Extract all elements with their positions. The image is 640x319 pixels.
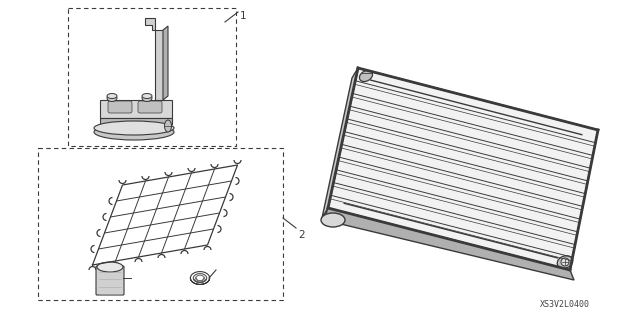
Polygon shape	[324, 208, 574, 280]
FancyBboxPatch shape	[138, 101, 162, 113]
Polygon shape	[100, 100, 172, 118]
FancyBboxPatch shape	[96, 266, 124, 295]
Polygon shape	[155, 30, 163, 100]
Bar	[38, 148, 283, 300]
Polygon shape	[145, 18, 155, 30]
Ellipse shape	[97, 262, 123, 272]
Ellipse shape	[107, 93, 117, 99]
Ellipse shape	[321, 213, 345, 227]
Bar	[68, 8, 236, 146]
Polygon shape	[322, 68, 358, 218]
Ellipse shape	[164, 120, 172, 132]
Ellipse shape	[557, 256, 573, 268]
Text: XS3V2L0400: XS3V2L0400	[540, 300, 590, 309]
Ellipse shape	[94, 121, 174, 135]
Text: 2: 2	[298, 230, 305, 240]
FancyBboxPatch shape	[108, 101, 132, 113]
Ellipse shape	[94, 124, 174, 140]
Text: 1: 1	[240, 11, 246, 21]
Ellipse shape	[360, 70, 372, 82]
Ellipse shape	[142, 94, 152, 101]
Polygon shape	[100, 118, 172, 124]
Circle shape	[561, 258, 569, 266]
Ellipse shape	[142, 93, 152, 99]
Ellipse shape	[107, 94, 117, 101]
Polygon shape	[328, 68, 598, 270]
Polygon shape	[163, 26, 168, 100]
